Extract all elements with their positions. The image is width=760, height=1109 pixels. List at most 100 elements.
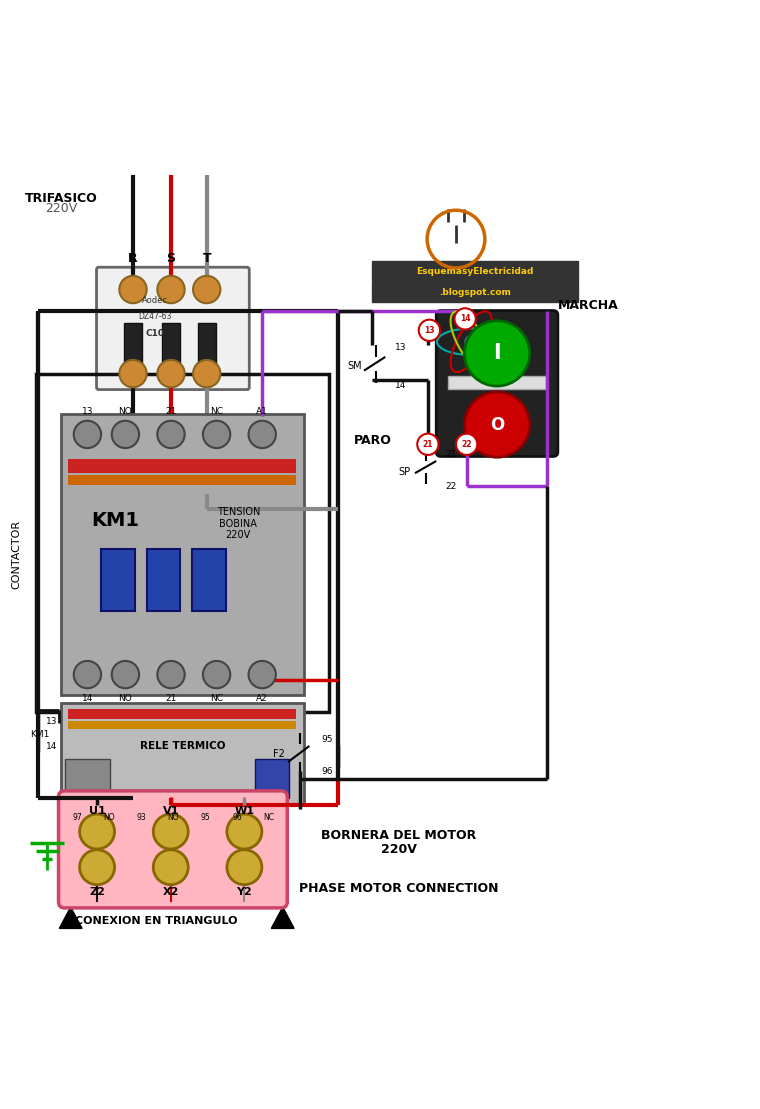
Text: T: T (202, 252, 211, 265)
Text: C10: C10 (146, 328, 165, 337)
Text: KM1: KM1 (91, 511, 140, 530)
Text: 97: 97 (73, 813, 82, 822)
Circle shape (193, 276, 220, 303)
Circle shape (464, 391, 530, 457)
Text: KM1: KM1 (30, 730, 50, 739)
FancyBboxPatch shape (59, 791, 287, 908)
Circle shape (227, 814, 262, 849)
Text: R: R (128, 252, 138, 265)
Text: RELE TERMICO: RELE TERMICO (140, 741, 225, 751)
Text: 14: 14 (82, 694, 93, 703)
Circle shape (465, 336, 477, 348)
Bar (61, 414, 304, 695)
Bar (68, 459, 296, 474)
Text: NO: NO (119, 407, 132, 416)
Text: 13: 13 (394, 344, 407, 353)
Bar (198, 323, 216, 364)
Circle shape (249, 420, 276, 448)
Text: SP: SP (398, 467, 410, 477)
Circle shape (157, 661, 185, 689)
Text: CONTACTOR: CONTACTOR (11, 520, 22, 589)
Text: Y2: Y2 (236, 887, 252, 897)
Text: 14: 14 (395, 380, 406, 389)
Bar (68, 709, 296, 720)
Text: PHASE MOTOR CONNECTION: PHASE MOTOR CONNECTION (299, 883, 499, 895)
Text: TRIFASICO: TRIFASICO (24, 192, 97, 205)
Text: 14: 14 (46, 742, 57, 751)
Text: W1: W1 (234, 805, 255, 815)
Bar (68, 721, 296, 730)
Text: TENSION
BOBINA
220V: TENSION BOBINA 220V (217, 507, 260, 540)
Circle shape (157, 276, 185, 303)
Circle shape (112, 661, 139, 689)
Text: MARCHA: MARCHA (558, 299, 619, 313)
Polygon shape (59, 907, 82, 928)
Bar (65, 759, 110, 797)
Text: O: O (490, 416, 504, 434)
Text: EsquemasyElectricidad: EsquemasyElectricidad (416, 266, 534, 275)
Text: 21: 21 (423, 440, 433, 449)
Text: I: I (493, 344, 501, 364)
Bar (255, 759, 289, 797)
Text: Aodec: Aodec (142, 296, 168, 305)
Text: CONEXION EN TRIANGULO: CONEXION EN TRIANGULO (74, 916, 237, 926)
Circle shape (454, 308, 476, 329)
Text: 22: 22 (461, 440, 472, 449)
Circle shape (112, 420, 139, 448)
Bar (162, 323, 180, 364)
Circle shape (464, 321, 530, 386)
Circle shape (417, 434, 439, 455)
Text: A2: A2 (256, 694, 268, 703)
Circle shape (249, 661, 276, 689)
Circle shape (157, 360, 185, 387)
Bar (36, 374, 329, 712)
Circle shape (203, 420, 230, 448)
Text: 13: 13 (46, 718, 58, 726)
Circle shape (74, 661, 101, 689)
Text: 93: 93 (137, 813, 146, 822)
Text: 21: 21 (166, 694, 176, 703)
Bar (448, 376, 546, 389)
Bar (147, 549, 180, 611)
Text: SM: SM (347, 362, 363, 372)
Text: 96: 96 (233, 813, 242, 822)
Bar (372, 283, 578, 302)
Text: NO: NO (167, 813, 179, 822)
Text: 13: 13 (81, 407, 93, 416)
Text: NC: NC (264, 813, 274, 822)
Polygon shape (271, 907, 294, 928)
Text: PARO: PARO (353, 434, 391, 447)
Bar (192, 549, 226, 611)
Circle shape (227, 849, 262, 885)
Text: DZ47-63: DZ47-63 (138, 312, 172, 322)
Text: 220V: 220V (45, 202, 77, 215)
Text: 96: 96 (321, 766, 334, 775)
Text: 22: 22 (446, 481, 457, 490)
Bar (101, 549, 135, 611)
Text: .blogspot.com: .blogspot.com (439, 288, 511, 297)
Text: BORNERA DEL MOTOR: BORNERA DEL MOTOR (321, 830, 477, 842)
Text: NO: NO (103, 813, 116, 822)
Circle shape (419, 319, 440, 340)
Circle shape (154, 849, 188, 885)
Circle shape (80, 849, 115, 885)
Text: U1: U1 (89, 805, 106, 815)
Text: 220V: 220V (381, 843, 417, 856)
FancyBboxPatch shape (97, 267, 249, 389)
Circle shape (456, 434, 477, 455)
Text: S: S (166, 252, 176, 265)
Text: 13: 13 (424, 326, 435, 335)
FancyBboxPatch shape (436, 311, 558, 457)
Circle shape (119, 360, 147, 387)
Text: 21: 21 (446, 450, 457, 459)
Text: 95: 95 (321, 734, 334, 744)
Circle shape (154, 814, 188, 849)
Bar (68, 475, 296, 485)
Text: 21: 21 (166, 407, 176, 416)
Text: NC: NC (210, 694, 223, 703)
Text: X2: X2 (163, 887, 179, 897)
Circle shape (193, 360, 220, 387)
Bar (372, 261, 578, 281)
Circle shape (157, 420, 185, 448)
Text: A1: A1 (256, 407, 268, 416)
